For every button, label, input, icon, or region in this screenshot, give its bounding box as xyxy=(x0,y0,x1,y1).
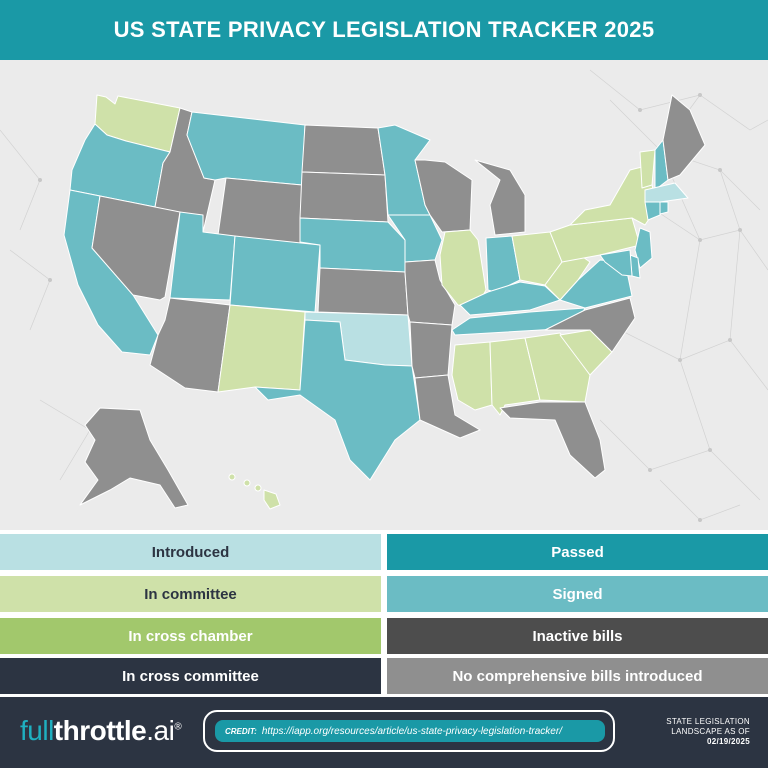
state-SD xyxy=(299,171,389,223)
credit-pill: CREDIT: https://iapp.org/resources/artic… xyxy=(215,720,605,742)
credit-label: CREDIT: xyxy=(225,726,257,736)
state-VT xyxy=(639,149,656,189)
state-NM xyxy=(217,304,306,393)
legend-in-cross-committee: In cross committee xyxy=(0,658,381,694)
legend-label-inactive-bills: Inactive bills xyxy=(532,627,623,645)
header-banner: US STATE PRIVACY LEGISLATION TRACKER 202… xyxy=(0,0,768,60)
us-map xyxy=(0,60,768,530)
page-title: US STATE PRIVACY LEGISLATION TRACKER 202… xyxy=(113,17,655,42)
state-FL xyxy=(499,401,606,479)
legend-in-cross-chamber: In cross chamber xyxy=(0,618,381,654)
state-MD xyxy=(599,249,633,277)
state-NJ xyxy=(634,227,653,269)
legend-label-signed: Signed xyxy=(552,585,603,603)
state-TX xyxy=(254,319,421,481)
legend-label-in-committee: In committee xyxy=(144,585,237,603)
logo-registered-mark: ® xyxy=(174,721,182,733)
legend-label-in-cross-committee: In cross committee xyxy=(122,667,259,685)
state-GA xyxy=(524,332,591,403)
legend-signed: Signed xyxy=(387,576,768,612)
state-CT xyxy=(644,201,661,221)
date-line-1: STATE LEGISLATION xyxy=(666,717,750,726)
state-MA xyxy=(644,182,689,203)
state-AZ xyxy=(149,297,231,393)
credit-box: CREDIT: https://iapp.org/resources/artic… xyxy=(203,710,615,752)
legend-introduced: Introduced xyxy=(0,534,381,570)
date-line-2: LANDSCAPE AS OF xyxy=(671,727,750,736)
state-HI xyxy=(228,473,281,510)
state-KS xyxy=(317,267,409,316)
state-CO xyxy=(229,235,321,313)
state-ME xyxy=(662,94,706,181)
network-nodes xyxy=(38,93,742,522)
state-NV xyxy=(91,195,181,301)
logo-throttle: throttle xyxy=(53,715,147,746)
credit-link[interactable]: https://iapp.org/resources/article/us-st… xyxy=(261,725,562,737)
us-map-svg xyxy=(0,69,768,522)
state-MS xyxy=(451,341,493,411)
logo-ai: .ai xyxy=(146,715,175,746)
footer: fullthrottle.ai® CREDIT: https://iapp.or… xyxy=(0,697,768,768)
legend: Introduced Passed In committee Signed In… xyxy=(0,534,768,696)
landscape-date: STATE LEGISLATION LANDSCAPE AS OF 02/19/… xyxy=(666,717,750,747)
state-LA xyxy=(414,374,481,439)
state-MI xyxy=(474,159,526,236)
date-value: 02/19/2025 xyxy=(706,737,750,746)
legend-inactive-bills: Inactive bills xyxy=(387,618,768,654)
state-WI xyxy=(414,159,473,233)
legend-in-committee: In committee xyxy=(0,576,381,612)
legend-label-no-bills: No comprehensive bills introduced xyxy=(452,667,703,685)
state-ND xyxy=(301,124,386,176)
legend-label-passed: Passed xyxy=(551,543,604,561)
state-MT xyxy=(186,111,306,186)
state-RI xyxy=(659,201,669,215)
state-AR xyxy=(409,321,453,379)
state-NC xyxy=(544,297,636,353)
legend-no-bills: No comprehensive bills introduced xyxy=(387,658,768,694)
logo-full: full xyxy=(20,715,54,746)
legend-passed: Passed xyxy=(387,534,768,570)
state-AK xyxy=(79,407,189,509)
fullthrottle-logo: fullthrottle.ai® xyxy=(20,715,182,747)
legend-label-introduced: Introduced xyxy=(151,543,230,561)
legend-label-in-cross-chamber: In cross chamber xyxy=(128,627,253,645)
